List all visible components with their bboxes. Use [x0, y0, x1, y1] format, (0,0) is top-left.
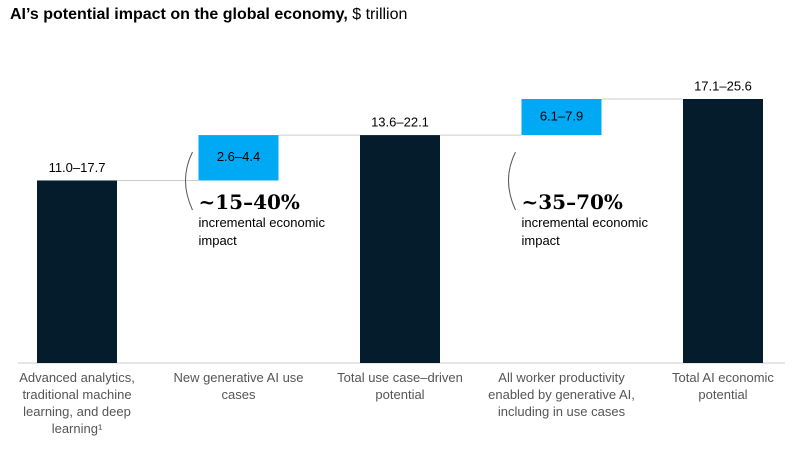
bracket	[185, 151, 193, 211]
title-row: AI’s potential impact on the global econ…	[10, 6, 407, 24]
total-bar	[360, 135, 440, 363]
value-label: 17.1–25.6	[694, 78, 752, 93]
chart-title: AI’s potential impact on the global econ…	[10, 6, 348, 23]
total-bar	[37, 180, 117, 363]
increment-bar	[521, 99, 602, 136]
annotation-headline: ~35–70%	[521, 190, 623, 214]
category-label: All worker productivity enabled by gener…	[488, 370, 635, 419]
value-label: 2.6–4.4	[217, 149, 260, 164]
total-bar	[683, 99, 763, 363]
unit: $ trillion	[352, 6, 408, 23]
category-label: New generative AI use cases	[173, 370, 304, 402]
increment-bar	[198, 135, 279, 181]
bracket	[508, 151, 516, 211]
annotation-headline: ~15–40%	[198, 190, 300, 214]
value-label: 11.0–17.7	[49, 160, 106, 175]
annotation-text: incremental economic impact	[521, 215, 648, 248]
category-label: Advanced analytics, traditional machine …	[19, 370, 135, 436]
annotation-text: incremental economic impact	[198, 215, 325, 248]
category-label: Total use case–driven potential	[337, 370, 463, 402]
value-label: 6.1–7.9	[540, 108, 583, 123]
category-label: Total AI economic potential	[672, 370, 774, 402]
value-label: 13.6–22.1	[371, 115, 429, 130]
